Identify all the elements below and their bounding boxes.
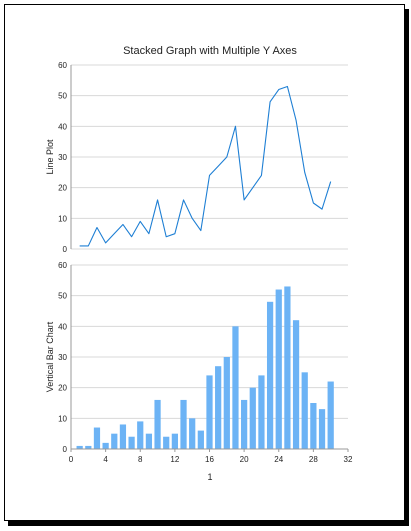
y-tick-label: 30 xyxy=(58,153,67,162)
y-tick-label: 0 xyxy=(63,245,68,254)
bar xyxy=(102,442,109,449)
x-tick-label: 20 xyxy=(240,455,249,464)
y-tick-label: 20 xyxy=(58,184,67,193)
line-plot-grid xyxy=(70,64,348,250)
bar xyxy=(145,433,153,449)
line-plot-y-axis-title: Line Plot xyxy=(45,139,55,175)
bar-chart-y-ticks: 0 10 20 30 40 50 60 xyxy=(58,261,67,454)
x-tick-label: 24 xyxy=(274,455,283,464)
bar xyxy=(232,326,239,449)
y-tick-label: 60 xyxy=(58,261,67,270)
x-tick-label: 16 xyxy=(205,455,214,464)
x-tick-label: 8 xyxy=(138,455,143,464)
bar xyxy=(310,403,317,449)
y-tick-label: 50 xyxy=(58,92,67,101)
chart-title: Stacked Graph with Multiple Y Axes xyxy=(123,45,297,57)
bar-chart-series xyxy=(76,286,334,449)
y-tick-label: 0 xyxy=(63,445,68,454)
bar xyxy=(301,372,308,449)
y-tick-label: 10 xyxy=(58,414,67,423)
x-tick-label: 12 xyxy=(170,455,179,464)
x-tick-label: 32 xyxy=(344,455,353,464)
bar xyxy=(249,387,256,449)
bar xyxy=(258,375,265,449)
bar xyxy=(180,399,187,449)
bar xyxy=(327,381,334,449)
bar xyxy=(318,409,326,449)
y-tick-label: 40 xyxy=(58,322,67,331)
bar-chart-panel: 0 10 20 30 40 50 60 Vertical Bar Chart xyxy=(45,261,348,454)
y-tick-label: 40 xyxy=(58,122,67,131)
y-tick-label: 60 xyxy=(58,61,67,70)
y-tick-label: 30 xyxy=(58,353,67,362)
line-plot-y-ticks: 0 10 20 30 40 50 60 xyxy=(58,61,67,254)
bar-chart-y-axis-title: Vertical Bar Chart xyxy=(45,321,55,392)
bar xyxy=(223,357,230,449)
x-axis: 0 4 8 12 16 20 24 28 32 xyxy=(69,448,353,464)
bar xyxy=(189,418,196,449)
x-axis-title: 1 xyxy=(207,472,212,482)
bar xyxy=(119,424,127,449)
y-tick-label: 10 xyxy=(58,214,67,223)
x-tick-label: 4 xyxy=(103,455,108,464)
bar xyxy=(154,399,161,449)
bar xyxy=(197,430,204,449)
bar xyxy=(93,427,101,449)
bar xyxy=(128,436,135,449)
y-tick-label: 50 xyxy=(58,292,67,301)
bar xyxy=(163,436,170,449)
bar xyxy=(85,445,92,449)
bar xyxy=(241,399,248,449)
line-plot-panel: 0 10 20 30 40 50 60 Line Plot xyxy=(45,61,348,254)
y-tick-label: 20 xyxy=(58,384,67,393)
bar xyxy=(76,445,83,449)
x-tick-label: 0 xyxy=(69,455,74,464)
bar xyxy=(137,421,144,449)
bar xyxy=(266,301,274,449)
bar xyxy=(292,320,300,449)
x-tick-label: 28 xyxy=(309,455,318,464)
line-plot-series xyxy=(79,85,332,247)
bar xyxy=(275,289,282,449)
bar xyxy=(111,433,118,449)
bar xyxy=(215,366,222,449)
line-series xyxy=(79,85,332,247)
bar xyxy=(171,433,178,449)
bar xyxy=(206,375,213,449)
bar xyxy=(284,286,291,449)
